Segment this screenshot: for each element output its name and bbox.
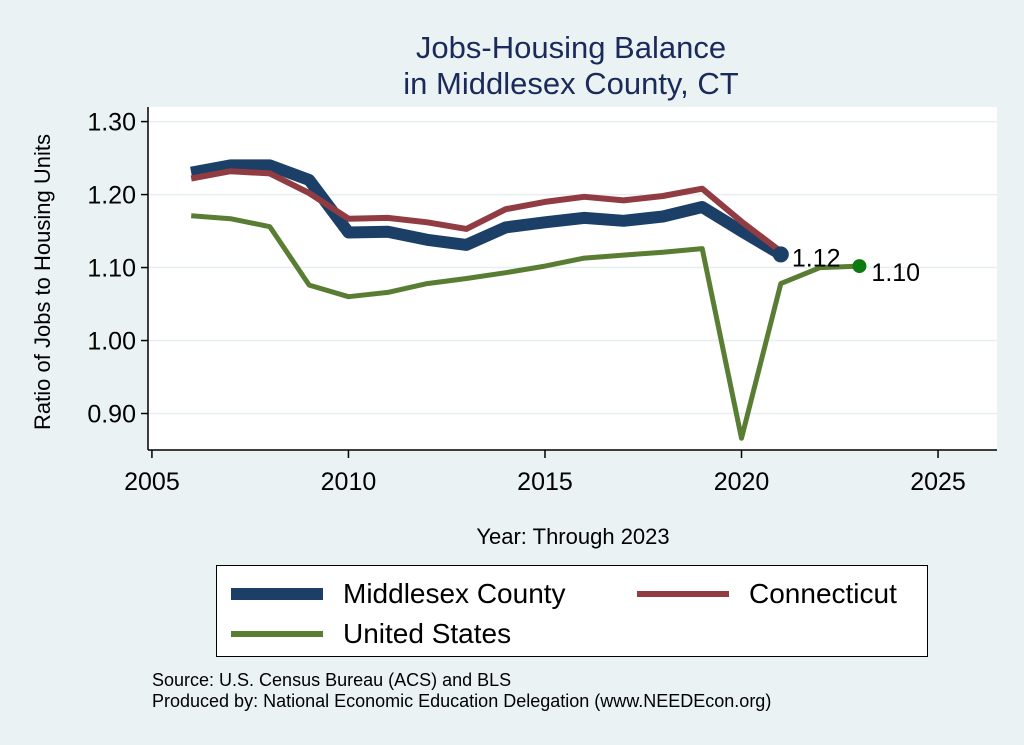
legend-label-connecticut: Connecticut bbox=[749, 578, 897, 609]
plot-area bbox=[148, 107, 997, 450]
x-tick-label: 2020 bbox=[714, 468, 770, 496]
legend-item-united-states: United States bbox=[231, 618, 511, 650]
x-axis-title: Year: Through 2023 bbox=[476, 524, 669, 549]
legend-swatch-middlesex bbox=[231, 588, 323, 600]
legend-swatch-connecticut bbox=[637, 591, 729, 597]
middlesex-end-marker bbox=[772, 246, 789, 263]
middlesex-end-label: 1.12 bbox=[792, 244, 841, 272]
us-end-label: 1.10 bbox=[871, 259, 920, 287]
source-note: Source: U.S. Census Bureau (ACS) and BLS… bbox=[152, 670, 771, 712]
legend-item-middlesex: Middlesex County bbox=[231, 578, 566, 610]
y-tick-label: 1.00 bbox=[87, 328, 136, 356]
x-tick-label: 2015 bbox=[517, 468, 573, 496]
us-end-marker bbox=[852, 259, 867, 274]
axes: 0.90 1.00 1.10 1.20 1.30 2005 2010 2015 2020 2025 bbox=[87, 107, 997, 496]
series-line-united-states bbox=[191, 213, 860, 441]
y-tick-label: 1.30 bbox=[87, 109, 136, 137]
legend: Middlesex County Connecticut United Stat… bbox=[216, 565, 928, 657]
chart-title-line-2: in Middlesex County, CT bbox=[403, 66, 738, 101]
legend-label-middlesex: Middlesex County bbox=[343, 578, 566, 609]
series-group bbox=[190, 159, 860, 441]
series-line-middlesex-county bbox=[190, 159, 784, 260]
produced-by-line: Produced by: National Economic Education… bbox=[152, 691, 772, 711]
labels-group: 1.12 1.10 bbox=[772, 244, 920, 287]
x-tick-label: 2025 bbox=[910, 468, 966, 496]
x-tick-label: 2010 bbox=[321, 468, 377, 496]
x-tick-label: 2005 bbox=[124, 468, 180, 496]
y-tick-label: 0.90 bbox=[87, 401, 136, 429]
series-line-connecticut bbox=[190, 168, 783, 254]
y-axis-title: Ratio of Jobs to Housing Units bbox=[30, 134, 55, 430]
y-tick-label: 1.20 bbox=[87, 182, 136, 210]
source-line: Source: U.S. Census Bureau (ACS) and BLS bbox=[152, 670, 512, 690]
y-tick-label: 1.10 bbox=[87, 255, 136, 283]
legend-swatch-united-states bbox=[231, 631, 323, 637]
legend-item-connecticut: Connecticut bbox=[637, 578, 897, 610]
legend-label-united-states: United States bbox=[343, 618, 512, 649]
chart-title-line-1: Jobs-Housing Balance bbox=[416, 30, 726, 65]
